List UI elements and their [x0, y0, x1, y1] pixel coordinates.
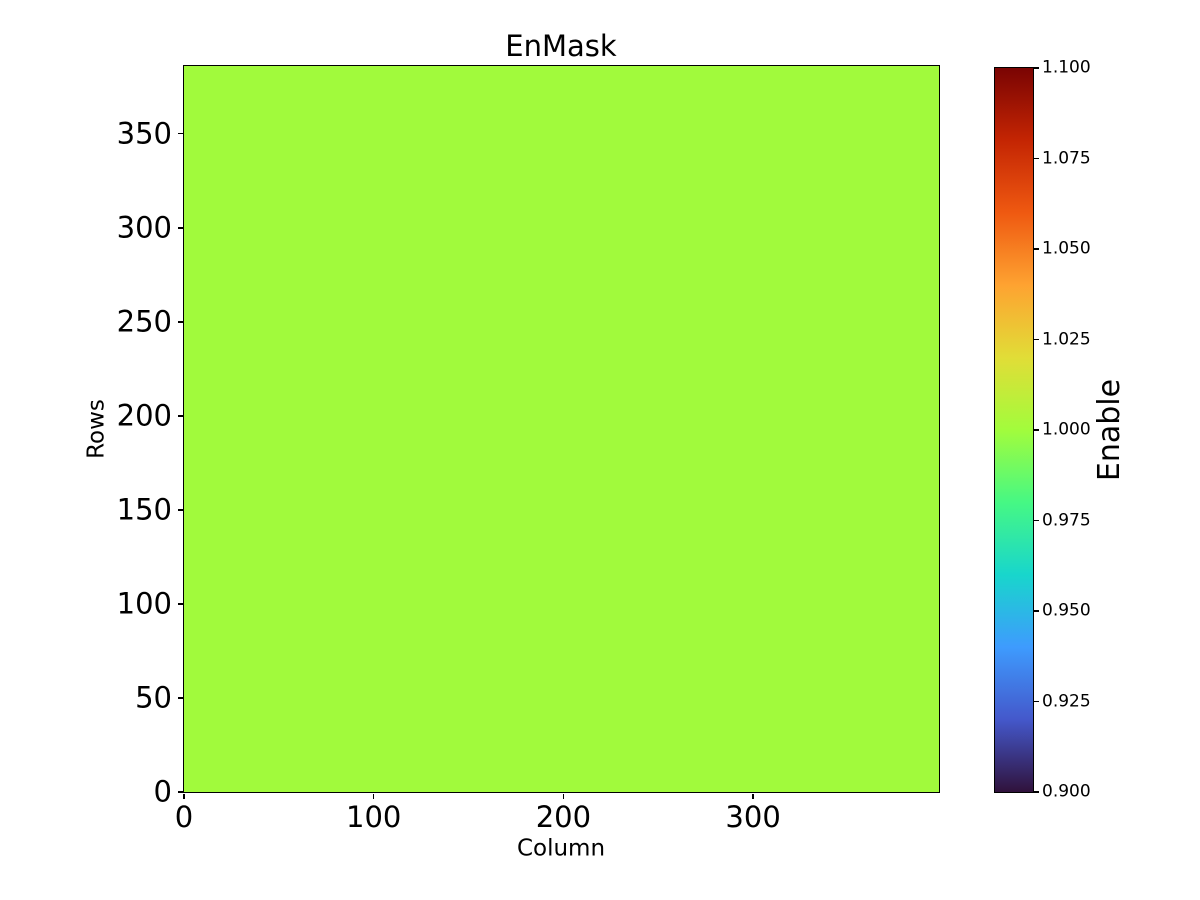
- x-tick-mark: [752, 793, 754, 799]
- y-tick-label: 0: [153, 774, 172, 809]
- colorbar-tick-label: 1.100: [1042, 57, 1091, 78]
- colorbar-gradient: [994, 67, 1034, 793]
- y-axis-label: Rows: [83, 399, 110, 459]
- y-tick-label: 150: [116, 492, 172, 527]
- colorbar-tick-mark: [1033, 519, 1039, 522]
- y-tick-label: 100: [116, 586, 172, 621]
- x-tick-mark: [562, 793, 565, 799]
- colorbar-tick-mark: [1033, 338, 1039, 341]
- y-tick-label: 200: [116, 398, 172, 433]
- colorbar-tick-mark: [1033, 248, 1039, 250]
- colorbar-tick-label: 1.050: [1042, 238, 1091, 259]
- y-tick-mark: [177, 509, 183, 511]
- x-tick-mark: [183, 793, 185, 799]
- y-tick-mark: [177, 227, 183, 229]
- colorbar-tick-mark: [1033, 791, 1039, 793]
- x-tick-label: 300: [725, 800, 781, 834]
- x-tick-label: 0: [174, 800, 194, 834]
- colorbar-tick-label: 1.075: [1042, 148, 1091, 168]
- colorbar-tick-label: 1.000: [1042, 419, 1091, 440]
- y-tick-label: 50: [135, 680, 172, 715]
- colorbar-tick-mark: [1033, 700, 1039, 703]
- colorbar-label: Enable: [1092, 378, 1127, 482]
- colorbar-tick-mark: [1033, 67, 1039, 69]
- plot-title: EnMask: [505, 29, 617, 63]
- x-tick-label: 100: [346, 800, 402, 834]
- y-tick-mark: [177, 603, 183, 605]
- colorbar-tick-mark: [1033, 610, 1039, 612]
- y-tick-mark: [177, 415, 183, 417]
- y-tick-mark: [177, 321, 183, 323]
- x-tick-mark: [372, 793, 375, 799]
- y-tick-mark: [177, 132, 183, 135]
- colorbar-tick-mark: [1033, 157, 1039, 160]
- x-tick-label: 200: [535, 800, 592, 834]
- y-tick-mark: [177, 697, 183, 699]
- x-axis-label: Column: [516, 835, 606, 862]
- heatmap-plot-area: [183, 65, 940, 793]
- y-tick-label: 250: [116, 304, 172, 339]
- colorbar-tick-label: 1.025: [1042, 329, 1091, 349]
- y-tick-mark: [177, 791, 183, 793]
- colorbar-tick-label: 0.900: [1042, 781, 1091, 802]
- colorbar-tick-label: 0.925: [1042, 691, 1091, 711]
- colorbar-tick-label: 0.975: [1042, 510, 1091, 530]
- colorbar-tick-label: 0.950: [1042, 600, 1091, 621]
- y-tick-label: 350: [116, 116, 172, 151]
- colorbar-tick-mark: [1033, 429, 1039, 431]
- y-tick-label: 300: [116, 210, 172, 245]
